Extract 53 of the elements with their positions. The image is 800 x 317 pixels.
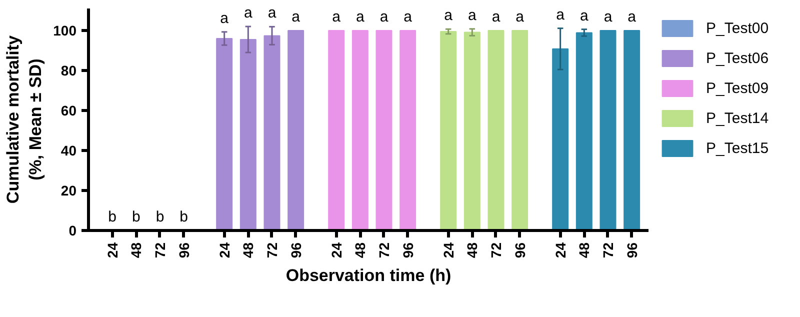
x-axis-title: Observation time (h) — [286, 266, 452, 286]
x-tick-label: 96 — [176, 242, 192, 258]
data-label: a — [244, 4, 253, 22]
legend-label: P_Test06 — [706, 50, 769, 66]
data-label: a — [292, 8, 301, 26]
data-label: a — [556, 6, 566, 24]
legend-label: P_Test14 — [706, 110, 769, 126]
y-tick-label: 40 — [60, 142, 77, 158]
x-tick-label: 72 — [264, 242, 280, 258]
x-tick-label: 24 — [104, 242, 120, 258]
x-tick-label: 24 — [552, 242, 568, 258]
legend-label: P_Test00 — [706, 20, 769, 36]
x-tick-label: 96 — [288, 242, 304, 258]
x-tick-label: 24 — [328, 242, 344, 258]
y-tick-label: 0 — [68, 222, 77, 238]
data-label: a — [332, 8, 342, 26]
y-tick-label: 80 — [60, 62, 77, 78]
y-axis-title: Cumulative mortality (%, Mean ± SD) — [3, 34, 46, 204]
x-tick-label: 72 — [600, 242, 616, 258]
x-tick-label: 96 — [624, 242, 640, 258]
y-tick-label: 100 — [53, 22, 77, 38]
x-tick-label: 96 — [400, 242, 416, 258]
x-tick-label: 72 — [488, 242, 504, 258]
data-label: a — [580, 7, 589, 24]
x-tick-label: 48 — [464, 242, 480, 258]
y-tick-label: 60 — [60, 102, 77, 118]
data-label: a — [380, 8, 389, 26]
legend-label: P_Test15 — [706, 140, 769, 156]
data-label: a — [628, 8, 637, 26]
x-tick-label: 72 — [376, 242, 392, 258]
data-label: a — [444, 7, 454, 24]
data-label: b — [156, 208, 164, 226]
x-tick-label: 48 — [352, 242, 368, 258]
data-label: a — [404, 8, 413, 26]
data-label: b — [108, 208, 116, 226]
data-label: a — [468, 6, 477, 24]
legend-label: P_Test09 — [706, 80, 769, 96]
data-label: a — [220, 10, 230, 27]
x-tick-label: 96 — [512, 242, 528, 258]
x-tick-label: 48 — [240, 242, 256, 258]
x-tick-label: 24 — [216, 242, 232, 258]
data-label: a — [604, 8, 613, 26]
data-label: a — [356, 8, 365, 26]
data-label: a — [516, 8, 525, 26]
x-tick-label: 48 — [128, 242, 144, 258]
x-tick-label: 72 — [152, 242, 168, 258]
data-label: b — [180, 208, 188, 226]
data-label: a — [492, 8, 501, 26]
data-label: a — [268, 4, 277, 22]
x-tick-label: 24 — [440, 242, 456, 258]
y-tick-label: 20 — [60, 182, 77, 198]
x-tick-label: 48 — [576, 242, 592, 258]
data-label: b — [132, 208, 140, 226]
